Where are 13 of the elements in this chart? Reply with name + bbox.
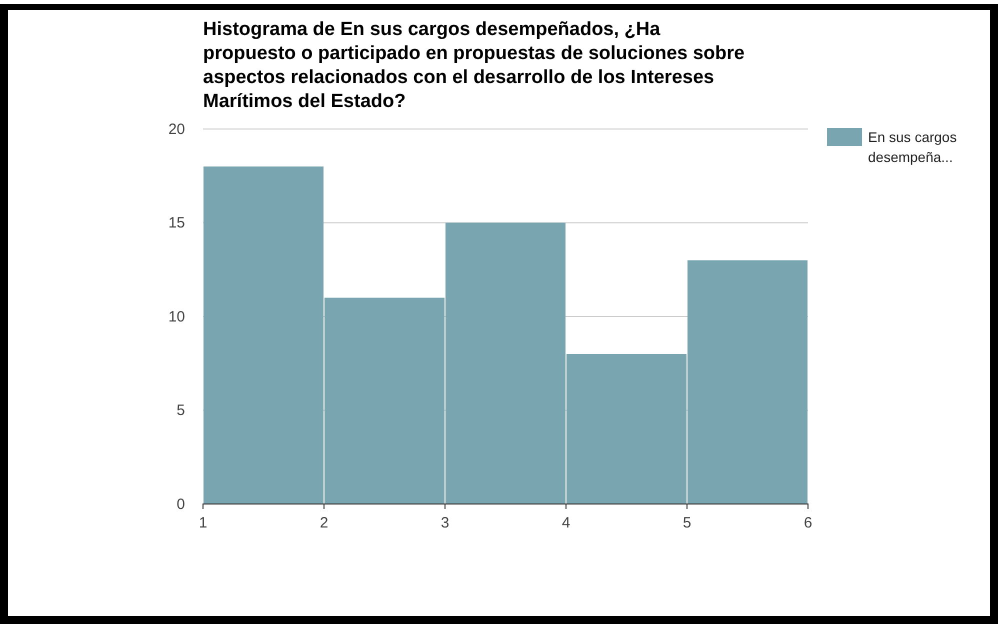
y-tick-label: 20 xyxy=(168,120,185,138)
y-tick-label: 5 xyxy=(176,402,185,420)
y-tick-label: 10 xyxy=(168,308,185,326)
x-tick-label: 2 xyxy=(320,514,328,532)
x-tick-label: 4 xyxy=(562,514,570,532)
x-tick-label: 1 xyxy=(198,514,208,532)
x-tick-label: 5 xyxy=(682,514,692,532)
y-tick-label: 15 xyxy=(168,214,185,232)
y-tick-label: 0 xyxy=(176,496,185,513)
legend-label: En sus cargos desempeña... xyxy=(868,129,957,165)
chart-title: Histograma de En sus cargos desempeñados, ¿Ha propuesto o participado en propuestas de soluciones sobre aspectos relacionados con el desarrollo de los Intereses Marítimos del Estado? xyxy=(203,19,745,112)
x-tick-label: 3 xyxy=(440,514,450,532)
x-tick-label: 6 xyxy=(804,514,812,532)
